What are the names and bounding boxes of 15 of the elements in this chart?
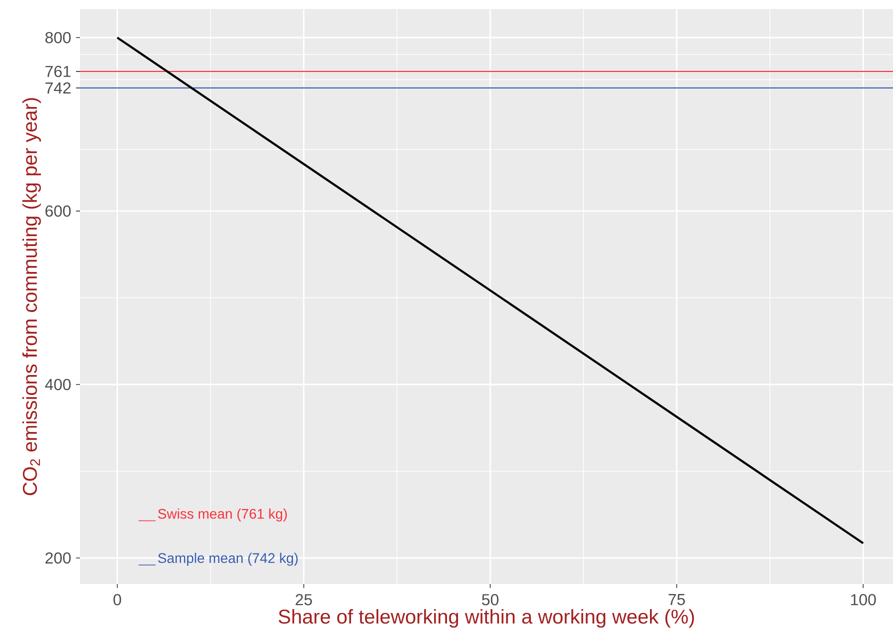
y-tick-label: 742 — [46, 82, 70, 94]
x-tick-label: 100 — [851, 594, 876, 606]
legend-label: Sample mean (742 kg) — [158, 552, 298, 566]
y-tick-label: 800 — [45, 32, 71, 44]
x-tick-label: 25 — [296, 594, 312, 606]
y-tick-label: 600 — [46, 205, 71, 217]
x-tick-label: 50 — [482, 594, 498, 606]
legend-label: Swiss mean (761 kg) — [158, 508, 287, 522]
x-axis-title: Share of teleworking within a working week (%) — [278, 609, 694, 628]
x-tick-label: 0 — [113, 594, 122, 606]
y-tick-label: 400 — [45, 378, 71, 390]
y-tick-label: 761 — [46, 66, 71, 78]
y-tick-label: 200 — [46, 552, 71, 564]
y-axis-title: CO$_{2}$ emissions from commuting (kg per year) — [22, 98, 41, 496]
x-tick-label: 75 — [668, 594, 685, 606]
